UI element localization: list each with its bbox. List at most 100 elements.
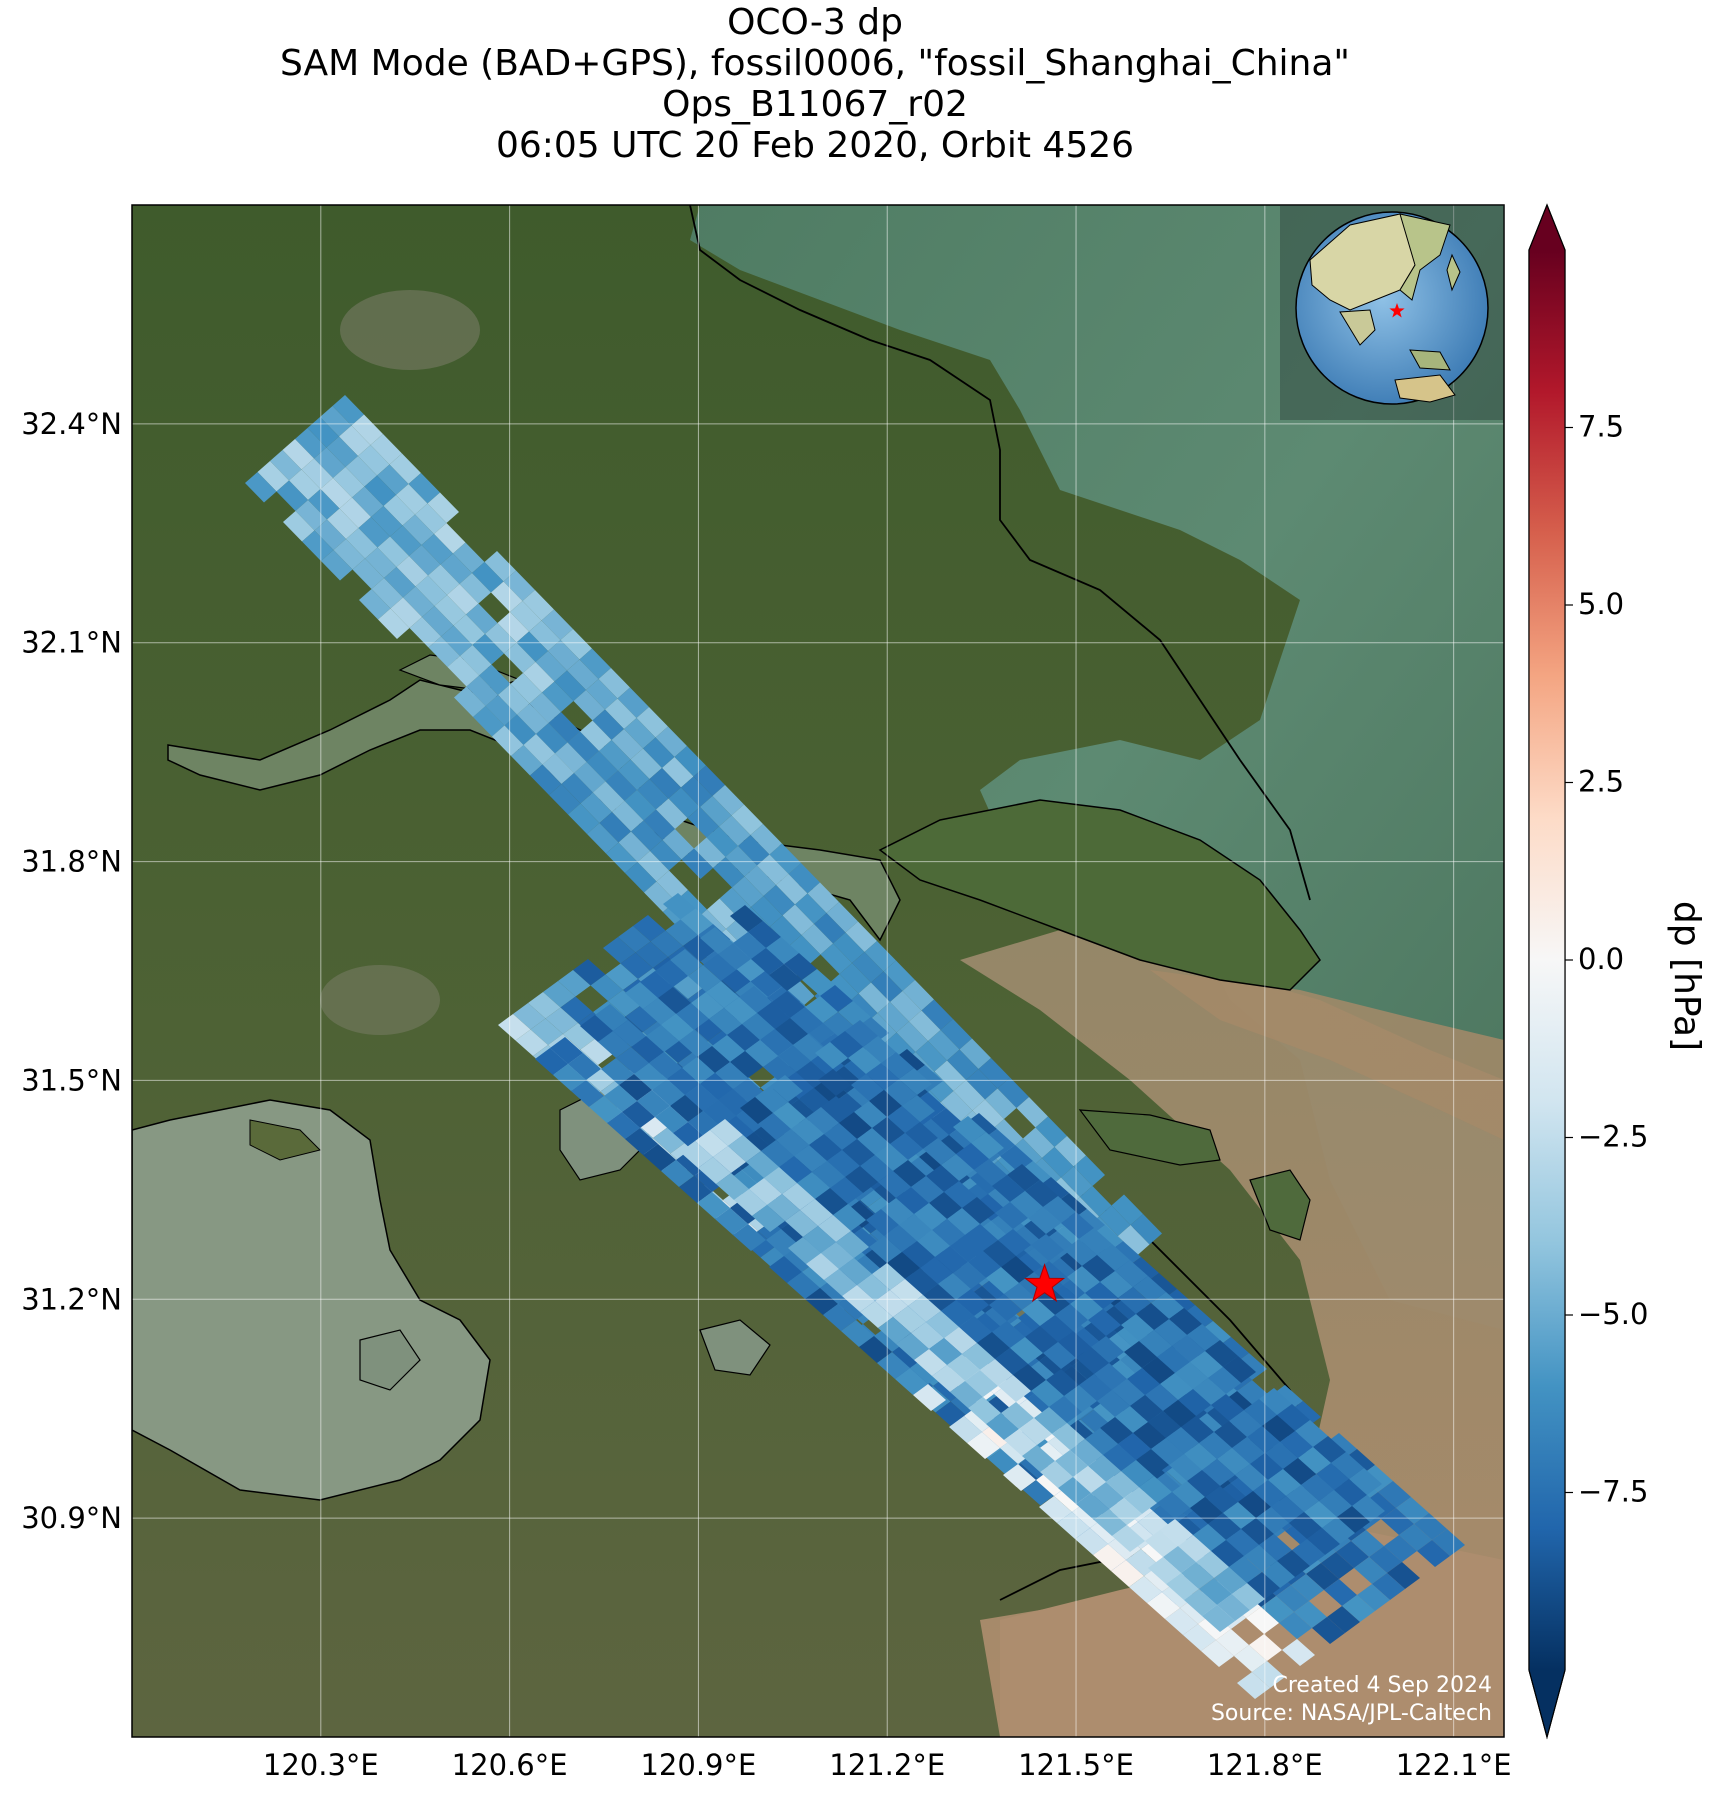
footprint (938, 1273, 971, 1300)
footprint (473, 706, 505, 737)
footprint (661, 1160, 694, 1187)
footprint (992, 1175, 1025, 1202)
footprint (1145, 1530, 1178, 1557)
footprint (1172, 1335, 1205, 1362)
footprint (718, 943, 751, 970)
footprint (516, 631, 548, 662)
footprint (555, 742, 587, 773)
footprint (1312, 1617, 1345, 1644)
footprint (1049, 1396, 1082, 1423)
footprint (603, 937, 636, 964)
footprint (492, 725, 524, 756)
footprint (812, 1161, 845, 1188)
footprint (728, 1135, 761, 1162)
footprint (965, 1370, 998, 1397)
footprint (995, 1348, 1028, 1375)
footprint (679, 1176, 712, 1203)
footprint (1180, 1305, 1213, 1332)
footprint (370, 434, 402, 465)
footprint (1261, 1596, 1294, 1623)
longitude-tick-labels: 120.3°E 120.6°E 120.9°E 121.2°E 121.5°E 121.8… (263, 1748, 1512, 1782)
footprint (1157, 1346, 1190, 1373)
footprint (643, 737, 675, 768)
footprint (1351, 1530, 1384, 1557)
footprint (791, 1118, 824, 1145)
title-line-1: OCO-3 dp (727, 2, 903, 43)
footprint (709, 1008, 742, 1035)
footprint (624, 790, 656, 821)
footprint (625, 982, 658, 1009)
footprint (402, 514, 434, 545)
footprint (1226, 1529, 1259, 1556)
footprint (977, 1332, 1010, 1359)
footprint (595, 1004, 628, 1031)
footprint (1079, 1374, 1112, 1401)
footprint (827, 974, 859, 1005)
footprint (881, 1052, 914, 1079)
footprint (613, 1020, 646, 1047)
footprint (896, 1333, 929, 1360)
footprint (612, 801, 644, 832)
footprint (1286, 1485, 1319, 1512)
footprint (695, 1130, 728, 1157)
footprint (1259, 1534, 1292, 1561)
footprint (830, 1177, 863, 1204)
globe-inset (1280, 205, 1504, 420)
footprint (580, 720, 612, 751)
footprint (1331, 1452, 1364, 1479)
footprint (913, 1384, 946, 1411)
footprint (826, 902, 858, 933)
footprint (858, 982, 890, 1013)
footprint (1094, 1363, 1127, 1390)
footprint (983, 1240, 1016, 1267)
footprint (568, 1053, 601, 1080)
footprint (434, 523, 466, 554)
footprint (944, 1181, 977, 1208)
colorbar-extend-max (1529, 205, 1565, 250)
footprint (992, 1321, 1025, 1348)
footprint (941, 1300, 974, 1327)
footprint (1055, 1304, 1088, 1331)
footprint (618, 759, 650, 790)
footprint (750, 970, 783, 997)
footprint (972, 1099, 1004, 1130)
footprint (1417, 1540, 1450, 1567)
footprint (1121, 1460, 1154, 1487)
footprint (953, 1116, 986, 1143)
footprint (1124, 1341, 1157, 1368)
footprint (1247, 1426, 1280, 1453)
footprint (441, 625, 473, 656)
footprint (915, 1041, 947, 1072)
footprint (824, 1269, 857, 1296)
footprint (510, 673, 542, 704)
footprint (616, 1047, 649, 1074)
footprint (333, 467, 365, 498)
footprint (691, 992, 724, 1019)
footprint (773, 1102, 806, 1129)
footprint (1118, 1433, 1151, 1460)
footprint (854, 1101, 887, 1128)
footprint (389, 453, 421, 484)
footprint (617, 687, 649, 718)
footprint (359, 589, 391, 620)
footprint (1190, 1351, 1223, 1378)
footprint (301, 458, 333, 489)
footprint (752, 1205, 785, 1232)
footprint (1259, 1388, 1292, 1415)
footprint (998, 1229, 1031, 1256)
footprint (510, 601, 542, 632)
footprint (523, 734, 555, 765)
footprint (980, 1359, 1013, 1386)
footprint (1112, 1379, 1145, 1406)
footprint (1076, 1347, 1109, 1374)
footprint (911, 1322, 944, 1349)
footprint (676, 1003, 709, 1030)
footprint (788, 863, 820, 894)
footprint (763, 1056, 796, 1083)
lon-tick-label: 120.3°E (263, 1748, 379, 1782)
footprint (1007, 1164, 1040, 1191)
footprint (1342, 1595, 1375, 1622)
footprint (814, 913, 846, 944)
footprint (649, 1052, 682, 1079)
lon-tick-label: 121.8°E (1207, 1748, 1323, 1782)
